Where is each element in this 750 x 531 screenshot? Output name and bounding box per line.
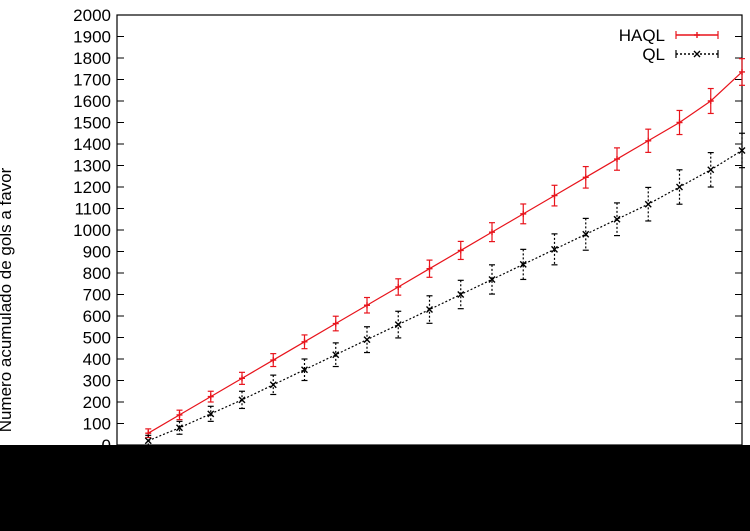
y-tick-label: 1600: [73, 92, 111, 111]
y-tick-label: 1800: [73, 49, 111, 68]
data-point: [582, 174, 589, 181]
data-point: [239, 375, 245, 382]
data-point: [457, 247, 464, 254]
data-point: [426, 306, 433, 314]
legend-marker: [694, 32, 700, 38]
y-tick-label: 700: [83, 286, 111, 305]
data-point: [676, 183, 683, 191]
data-point: [176, 411, 183, 418]
data-point: [551, 245, 558, 253]
y-tick-label: 100: [83, 415, 111, 434]
y-tick-label: 1200: [73, 178, 111, 197]
y-tick-label: 600: [83, 307, 111, 326]
data-point: [739, 68, 745, 75]
y-tick-label: 200: [83, 393, 111, 412]
y-tick-label: 500: [83, 329, 111, 348]
data-point: [207, 393, 214, 400]
y-axis-ticks: 0100200300400500600700800900100011001200…: [73, 6, 742, 455]
plot-frame: [116, 14, 743, 446]
data-point: [364, 302, 370, 309]
data-point: [489, 229, 495, 236]
y-axis-label-wrap: Numero acumulado de gols a favor: [0, 168, 15, 433]
y-tick-label: 1700: [73, 71, 111, 90]
data-point: [332, 320, 339, 327]
data-point: [238, 396, 246, 404]
data-point: [301, 338, 308, 345]
y-tick-label: 2000: [73, 6, 111, 25]
data-point: [426, 265, 433, 272]
data-point: [738, 146, 746, 154]
data-point: [676, 119, 683, 126]
data-point: [270, 357, 277, 364]
data-point: [613, 215, 621, 223]
series-ql: [144, 132, 746, 447]
data-point: [551, 192, 558, 199]
y-tick-label: 1400: [73, 135, 111, 154]
legend-marker: [693, 50, 701, 58]
series-line: [147, 71, 743, 434]
series-layer: [144, 58, 746, 447]
data-point: [614, 156, 620, 163]
data-point: [582, 230, 590, 238]
data-point: [488, 275, 496, 283]
black-band: [0, 445, 750, 531]
y-tick-label: 900: [83, 243, 111, 262]
y-tick-label: 1100: [74, 200, 111, 219]
y-tick-label: 800: [83, 264, 111, 283]
y-axis-label: Numero acumulado de gols a favor: [0, 167, 15, 433]
data-point: [457, 291, 465, 298]
data-point: [644, 200, 652, 208]
y-tick-label: 1300: [73, 157, 111, 176]
data-point: [520, 210, 527, 217]
series-line: [148, 149, 743, 442]
y-tick-label: 300: [83, 372, 111, 391]
data-point: [332, 351, 340, 359]
data-point: [207, 410, 215, 418]
y-tick-label: 400: [83, 350, 111, 369]
data-point: [394, 321, 402, 329]
legend-label: QL: [642, 45, 665, 64]
data-point: [645, 137, 652, 144]
legend-label: HAQL: [619, 26, 665, 45]
data-point: [707, 98, 714, 104]
data-point: [707, 166, 715, 174]
y-tick-label: 1900: [73, 28, 111, 47]
data-point: [519, 260, 527, 268]
data-point: [176, 424, 183, 432]
y-tick-label: 1500: [73, 114, 111, 133]
data-point: [395, 283, 402, 290]
data-point: [269, 381, 277, 389]
y-tick-label: 1000: [73, 221, 111, 240]
data-point: [301, 366, 308, 374]
series-haql: [145, 58, 745, 439]
plot-border: [116, 14, 743, 446]
data-point: [363, 336, 371, 344]
data-point: [144, 437, 152, 445]
